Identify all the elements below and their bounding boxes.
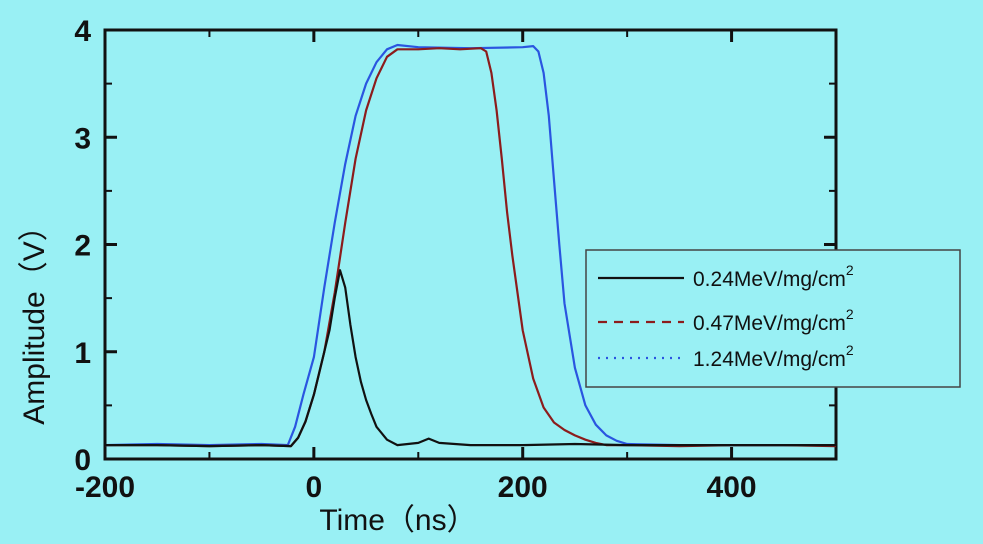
y-tick-label: 0 bbox=[74, 444, 91, 477]
legend-label-superscript: 2 bbox=[846, 342, 854, 358]
legend-label-3: 1.24MeV/mg/cm2 bbox=[693, 342, 854, 371]
y-axis-title: Amplitude（V） bbox=[18, 211, 51, 424]
y-tick-label: 2 bbox=[74, 230, 91, 263]
y-tick-label: 3 bbox=[74, 122, 91, 155]
x-tick-label: -200 bbox=[75, 471, 135, 504]
x-tick-label: 0 bbox=[306, 471, 323, 504]
y-tick-label: 4 bbox=[74, 15, 91, 48]
x-tick-label: 200 bbox=[498, 471, 548, 504]
series-line-3 bbox=[104, 43, 836, 447]
legend-label-2: 0.47MeV/mg/cm2 bbox=[693, 306, 854, 335]
legend-label-text: 0.24MeV/mg/cm bbox=[693, 268, 846, 291]
legend: 0.24MeV/mg/cm20.47MeV/mg/cm21.24MeV/mg/c… bbox=[585, 249, 961, 388]
legend-label-1: 0.24MeV/mg/cm2 bbox=[693, 262, 854, 291]
series-layer bbox=[104, 43, 837, 448]
legend-label-superscript: 2 bbox=[846, 306, 854, 322]
y-tick-label: 1 bbox=[74, 337, 91, 370]
x-tick-label: 400 bbox=[707, 471, 757, 504]
legend-label-text: 0.47MeV/mg/cm bbox=[693, 312, 846, 335]
legend-label-superscript: 2 bbox=[846, 262, 854, 278]
legend-box bbox=[585, 249, 961, 388]
series-line-1 bbox=[105, 269, 836, 448]
legend-label-text: 1.24MeV/mg/cm bbox=[693, 348, 846, 371]
x-axis-title: Time（ns） bbox=[319, 504, 476, 537]
